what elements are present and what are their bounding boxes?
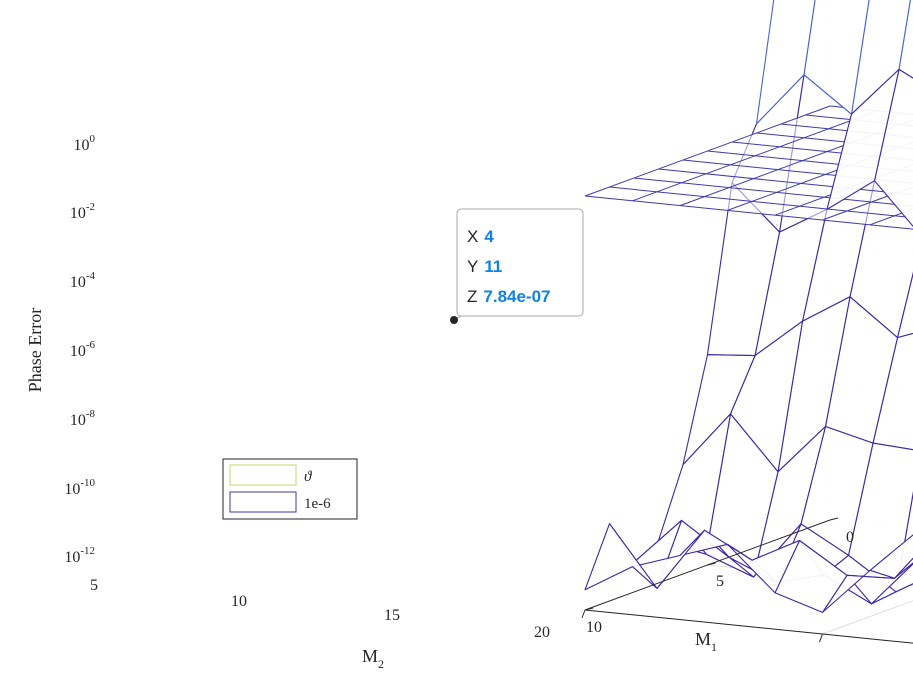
z-tick-label: 10-6 [70, 339, 96, 360]
threshold-plane-line [822, 186, 913, 221]
datatip-y-row: Y 11 [467, 257, 502, 276]
y-axis-label: M2 [362, 646, 384, 671]
y-tick-mark [581, 609, 586, 619]
z-tick-label: 10-8 [70, 408, 96, 429]
error-surface [584, 0, 913, 613]
z-tick-labels: 100 10-2 10-4 10-6 10-8 10-10 10-12 [64, 133, 95, 566]
x-axis-label: M1 [695, 629, 717, 654]
threshold-plane-line [707, 150, 913, 173]
z-tick-label: 10-12 [64, 545, 95, 566]
surface-facet [584, 523, 658, 591]
z-tick-label: 10-10 [64, 477, 95, 498]
threshold-plane-line [584, 195, 913, 230]
threshold-plane-line [658, 168, 913, 196]
threshold-plane-line [633, 177, 913, 207]
x-tick-mark [707, 562, 716, 566]
threshold-plane-line [632, 110, 878, 202]
y-tick-labels: 5 10 15 20 [90, 577, 550, 641]
z-axis-label: Phase Error [25, 308, 45, 392]
z-tick-label: 100 [74, 133, 96, 154]
y-tick-label: 5 [90, 577, 98, 594]
legend-swatch-theta [229, 464, 297, 486]
x-tick-label: 0 [846, 529, 854, 546]
surface-facet [826, 68, 900, 210]
legend: ϑ 1e-6 [222, 458, 358, 520]
y-tick-label: 15 [384, 607, 400, 624]
y-axis-line [584, 609, 913, 644]
threshold-plane-line [682, 159, 913, 184]
datatip-marker [450, 316, 458, 324]
major-gridline [584, 609, 913, 644]
y-tick-mark [819, 633, 823, 643]
x-tick-label: 5 [716, 573, 724, 590]
threshold-plane-line [584, 105, 831, 197]
legend-label-theta: ϑ [304, 469, 313, 485]
x-tick-mark [829, 517, 839, 521]
threshold-plane-line [609, 186, 913, 219]
datatip-z-row: Z 7.84e-07 [467, 287, 551, 306]
legend-swatch-plane [229, 491, 297, 513]
major-gridline [822, 600, 913, 635]
surface-facet [755, 0, 816, 125]
datatip-box [456, 208, 584, 317]
legend-label-plane: 1e-6 [304, 496, 331, 512]
x-tick-mark [584, 607, 594, 611]
z-tick-label: 10-4 [70, 270, 96, 291]
z-tick-label: 10-2 [70, 201, 95, 222]
y-tick-label: 20 [534, 624, 550, 641]
x-tick-label: 10 [586, 619, 602, 636]
x-tick-labels: 0 5 10 [586, 529, 854, 636]
axes [581, 517, 913, 644]
y-tick-label: 10 [231, 593, 247, 610]
